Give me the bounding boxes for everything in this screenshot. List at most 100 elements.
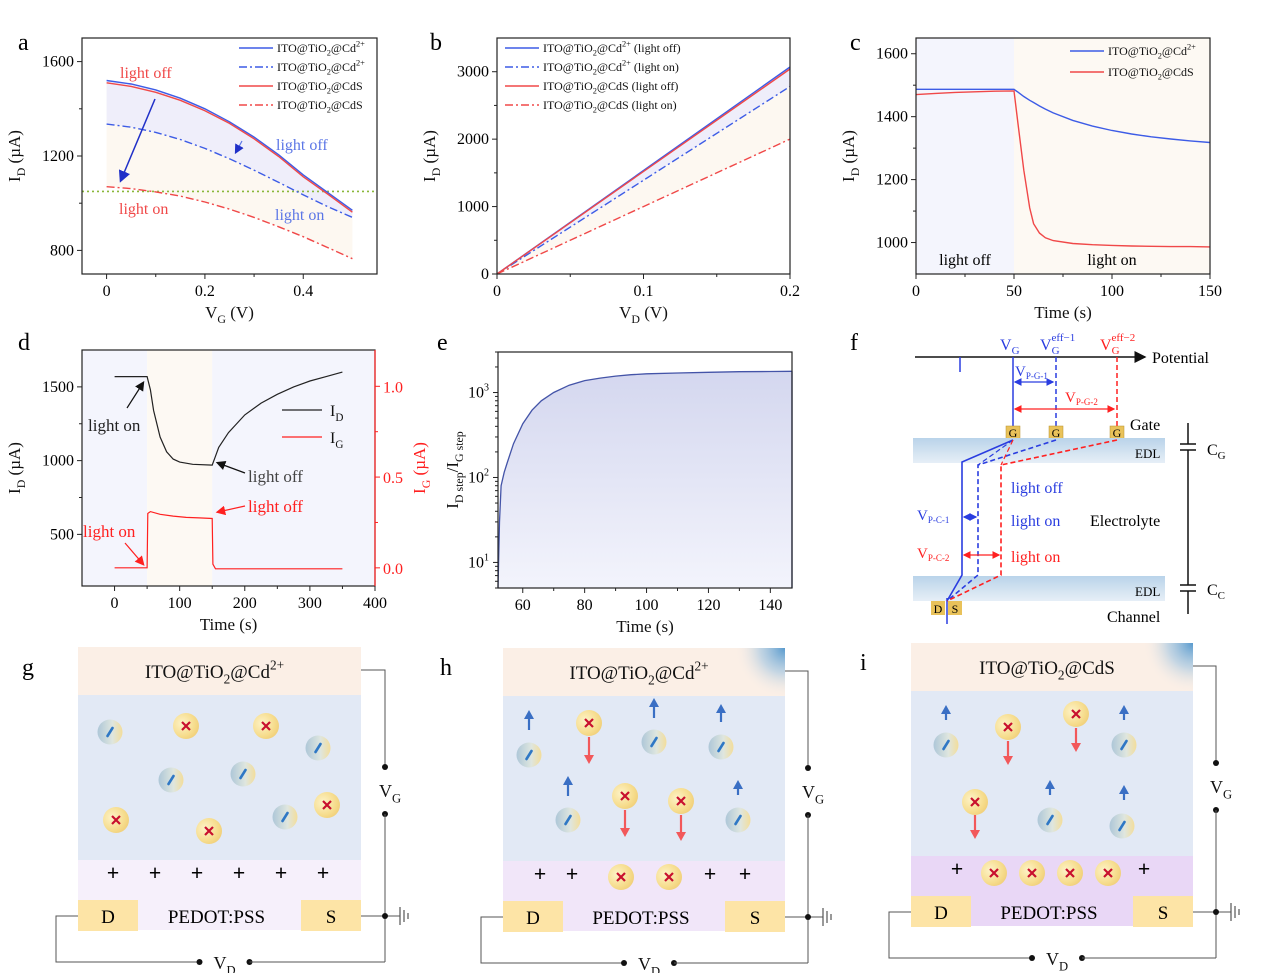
legend-label-id-part: D <box>335 412 343 424</box>
y-axis-label-part: (µA) <box>5 130 24 168</box>
region-bg-1 <box>147 350 213 586</box>
legend-label-part: 2 <box>593 87 597 96</box>
annotation-arrow-light-off-ig <box>215 505 246 516</box>
x-tick-label: 0 <box>103 283 111 300</box>
shift-arrow-small <box>234 140 244 155</box>
annotation-light-on-blue: light on <box>275 207 324 224</box>
annotation-arrow-light-on <box>126 380 145 409</box>
y-axis-label-part: D <box>14 167 28 176</box>
vg-label-part: V <box>379 781 392 801</box>
y-tick-base: 10 <box>468 469 484 486</box>
gate-material-label-part: 2 <box>224 672 231 687</box>
source-electrode <box>725 901 785 932</box>
y-right-tick-label: 0.5 <box>383 470 403 487</box>
up-arrow-icon <box>733 780 743 789</box>
vd-label-part: D <box>226 963 235 973</box>
region-bg-2 <box>212 350 375 586</box>
series-line-1 <box>496 85 791 275</box>
cation-dash-icon <box>525 749 533 761</box>
hole-plus-icon: + <box>704 861 717 886</box>
vg-label: VG <box>1000 337 1020 357</box>
panel-label-a: a <box>18 30 29 56</box>
series-line-2 <box>106 82 353 213</box>
legend-label-part: @CdS <box>597 79 629 93</box>
anion-x-icon <box>1003 722 1013 732</box>
anion-x-icon <box>1103 868 1113 878</box>
x-axis-label-part: V <box>619 303 632 322</box>
legend-label-part: 2 <box>1158 52 1162 61</box>
x-tick-label: 300 <box>298 595 322 612</box>
plot-frame <box>497 351 793 589</box>
annotation-arrow-light-on-ig <box>124 542 145 566</box>
x-axis-label: VD (V) <box>619 303 668 326</box>
cation-dash-icon <box>942 739 950 751</box>
y-tick-label: 1200 <box>876 172 908 189</box>
profile-link-blue <box>977 439 1014 466</box>
legend-label-part: 2+ <box>1187 43 1196 52</box>
vg-label-part: V <box>1210 777 1223 797</box>
x-tick-label: 0 <box>493 283 501 300</box>
cc-label: CC <box>1207 582 1225 602</box>
legend-label-ig-part: I <box>330 430 335 447</box>
anion-x-icon <box>1071 709 1081 719</box>
x-tick-label: 200 <box>233 595 257 612</box>
legend-label-part: ITO@TiO <box>1108 65 1158 79</box>
cation-dash-icon <box>314 742 322 754</box>
series-line-id <box>114 371 343 466</box>
y-tick-exponent: 2 <box>484 467 489 478</box>
gate-box-1-label: G <box>1009 426 1018 440</box>
cation-dash-icon <box>281 811 289 823</box>
x-axis-label-part: (V) <box>640 303 668 322</box>
legend-label-part: 2+ <box>356 59 365 68</box>
legend-label-part: @Cd <box>597 41 622 55</box>
ratio-line <box>497 370 793 589</box>
legend-label-part: @CdS <box>597 98 629 112</box>
panel-label-g: g <box>22 655 34 681</box>
x-tick-label: 100 <box>168 595 192 612</box>
profile-light-on-red <box>946 439 1118 602</box>
x-axis-label: Time (s) <box>1034 303 1091 322</box>
shift-arrow-large <box>118 98 156 183</box>
legend-label-id: ID <box>330 403 343 424</box>
legend-label-part: ITO@TiO <box>277 41 327 55</box>
x-tick-label: 150 <box>1198 283 1222 300</box>
vd-terminal-left <box>621 960 627 966</box>
vd-label-part: D <box>1059 959 1068 973</box>
legend-label-part: 2 <box>593 68 597 77</box>
y-tick-exponent: 3 <box>484 383 489 394</box>
anion-x-icon <box>181 721 191 731</box>
legend-label-part: (light off) <box>629 79 679 93</box>
y-axis-label-part: (µA) <box>839 130 858 168</box>
anion-x-icon <box>261 721 271 731</box>
anion-x-icon <box>616 872 626 882</box>
gate-material-label-part: ITO@TiO <box>979 658 1058 679</box>
vd-label-part: V <box>213 953 226 973</box>
legend-label-part: 2 <box>327 49 331 58</box>
region-label-1: light on <box>1087 252 1136 269</box>
vg-label: VG <box>1210 777 1232 801</box>
series-line-0 <box>106 79 353 211</box>
legend-label: ITO@TiO2@CdS (light off) <box>543 79 678 96</box>
drain-electrode <box>78 900 138 931</box>
series-line-ig <box>114 510 343 570</box>
x-tick-label: 0.4 <box>293 283 313 300</box>
x-tick-label: 80 <box>577 597 593 614</box>
panel-label-b: b <box>430 30 442 56</box>
legend-label-part: 2+ <box>622 59 631 68</box>
vg-label-part: G <box>1223 787 1232 801</box>
drain-box <box>931 601 945 615</box>
potential-label: Potential <box>1152 350 1209 367</box>
anion-x-icon <box>989 868 999 878</box>
anion-x-icon <box>322 800 332 810</box>
hole-plus-icon: + <box>107 860 120 885</box>
gate-wire <box>361 669 386 767</box>
y-tick-label: 2000 <box>457 131 489 148</box>
profile-light-on-blue <box>946 439 1057 602</box>
y-tick-label: 3000 <box>457 64 489 81</box>
x-axis-label-part: V <box>205 303 218 322</box>
x-tick-label: 60 <box>515 597 531 614</box>
fill-region-blue <box>106 80 353 218</box>
y-tick-label: 102 <box>468 467 489 486</box>
series-line-0 <box>916 88 1211 144</box>
